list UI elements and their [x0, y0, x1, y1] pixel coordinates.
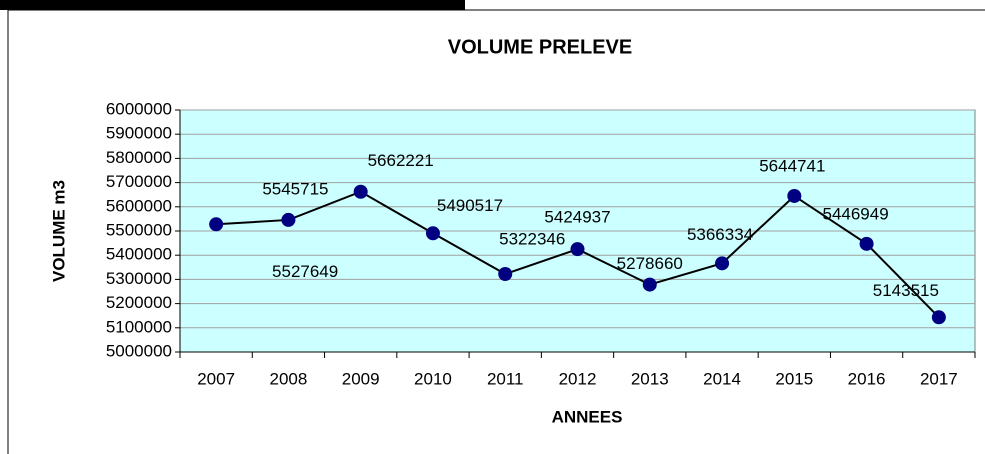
data-point — [787, 188, 802, 203]
x-axis-label: ANNEES — [552, 407, 623, 426]
x-tick-label: 2011 — [487, 369, 524, 388]
data-label: 5143515 — [873, 281, 939, 300]
data-point — [498, 266, 513, 281]
y-tick-label: 5900000 — [106, 124, 172, 143]
y-tick-label: 5000000 — [106, 341, 172, 360]
data-point — [931, 310, 946, 325]
data-label: 5424937 — [544, 208, 610, 227]
y-tick-label: 5500000 — [106, 220, 172, 239]
data-point — [859, 236, 874, 251]
data-label: 5366334 — [687, 225, 753, 244]
data-label: 5662221 — [368, 151, 434, 170]
y-axis-label: VOLUME m3 — [49, 180, 68, 282]
data-point — [353, 184, 368, 199]
x-tick-label: 2007 — [197, 369, 235, 388]
y-tick-label: 5300000 — [106, 269, 172, 288]
x-tick-label: 2013 — [631, 369, 669, 388]
data-point — [642, 277, 657, 292]
y-tick-label: 5700000 — [106, 172, 172, 191]
y-tick-label: 5600000 — [106, 196, 172, 215]
y-tick-label: 6000000 — [106, 99, 172, 118]
x-tick-label: 2016 — [848, 369, 886, 388]
data-point — [209, 217, 224, 232]
data-point — [715, 256, 730, 271]
x-tick-label: 2008 — [269, 369, 307, 388]
data-point — [425, 226, 440, 241]
data-point — [281, 212, 296, 227]
y-tick-label: 5100000 — [106, 317, 172, 336]
x-tick-label: 2017 — [920, 369, 958, 388]
data-label: 5527649 — [272, 262, 338, 281]
y-tick-label: 5400000 — [106, 245, 172, 264]
data-label: 5322346 — [499, 229, 565, 248]
top-bar — [0, 0, 465, 10]
y-tick-label: 5200000 — [106, 293, 172, 312]
data-label: 5446949 — [822, 204, 888, 223]
data-label: 5545715 — [262, 179, 328, 198]
data-label: 5490517 — [437, 196, 503, 215]
x-tick-label: 2014 — [703, 369, 741, 388]
x-tick-label: 2009 — [342, 369, 380, 388]
data-point — [570, 242, 585, 257]
x-tick-label: 2010 — [414, 369, 452, 388]
x-tick-label: 2012 — [559, 369, 597, 388]
x-tick-label: 2015 — [775, 369, 813, 388]
data-label: 5644741 — [759, 156, 825, 175]
data-label: 5278660 — [617, 254, 683, 273]
y-tick-label: 5800000 — [106, 148, 172, 167]
chart-title: VOLUME PRELEVE — [448, 36, 632, 58]
